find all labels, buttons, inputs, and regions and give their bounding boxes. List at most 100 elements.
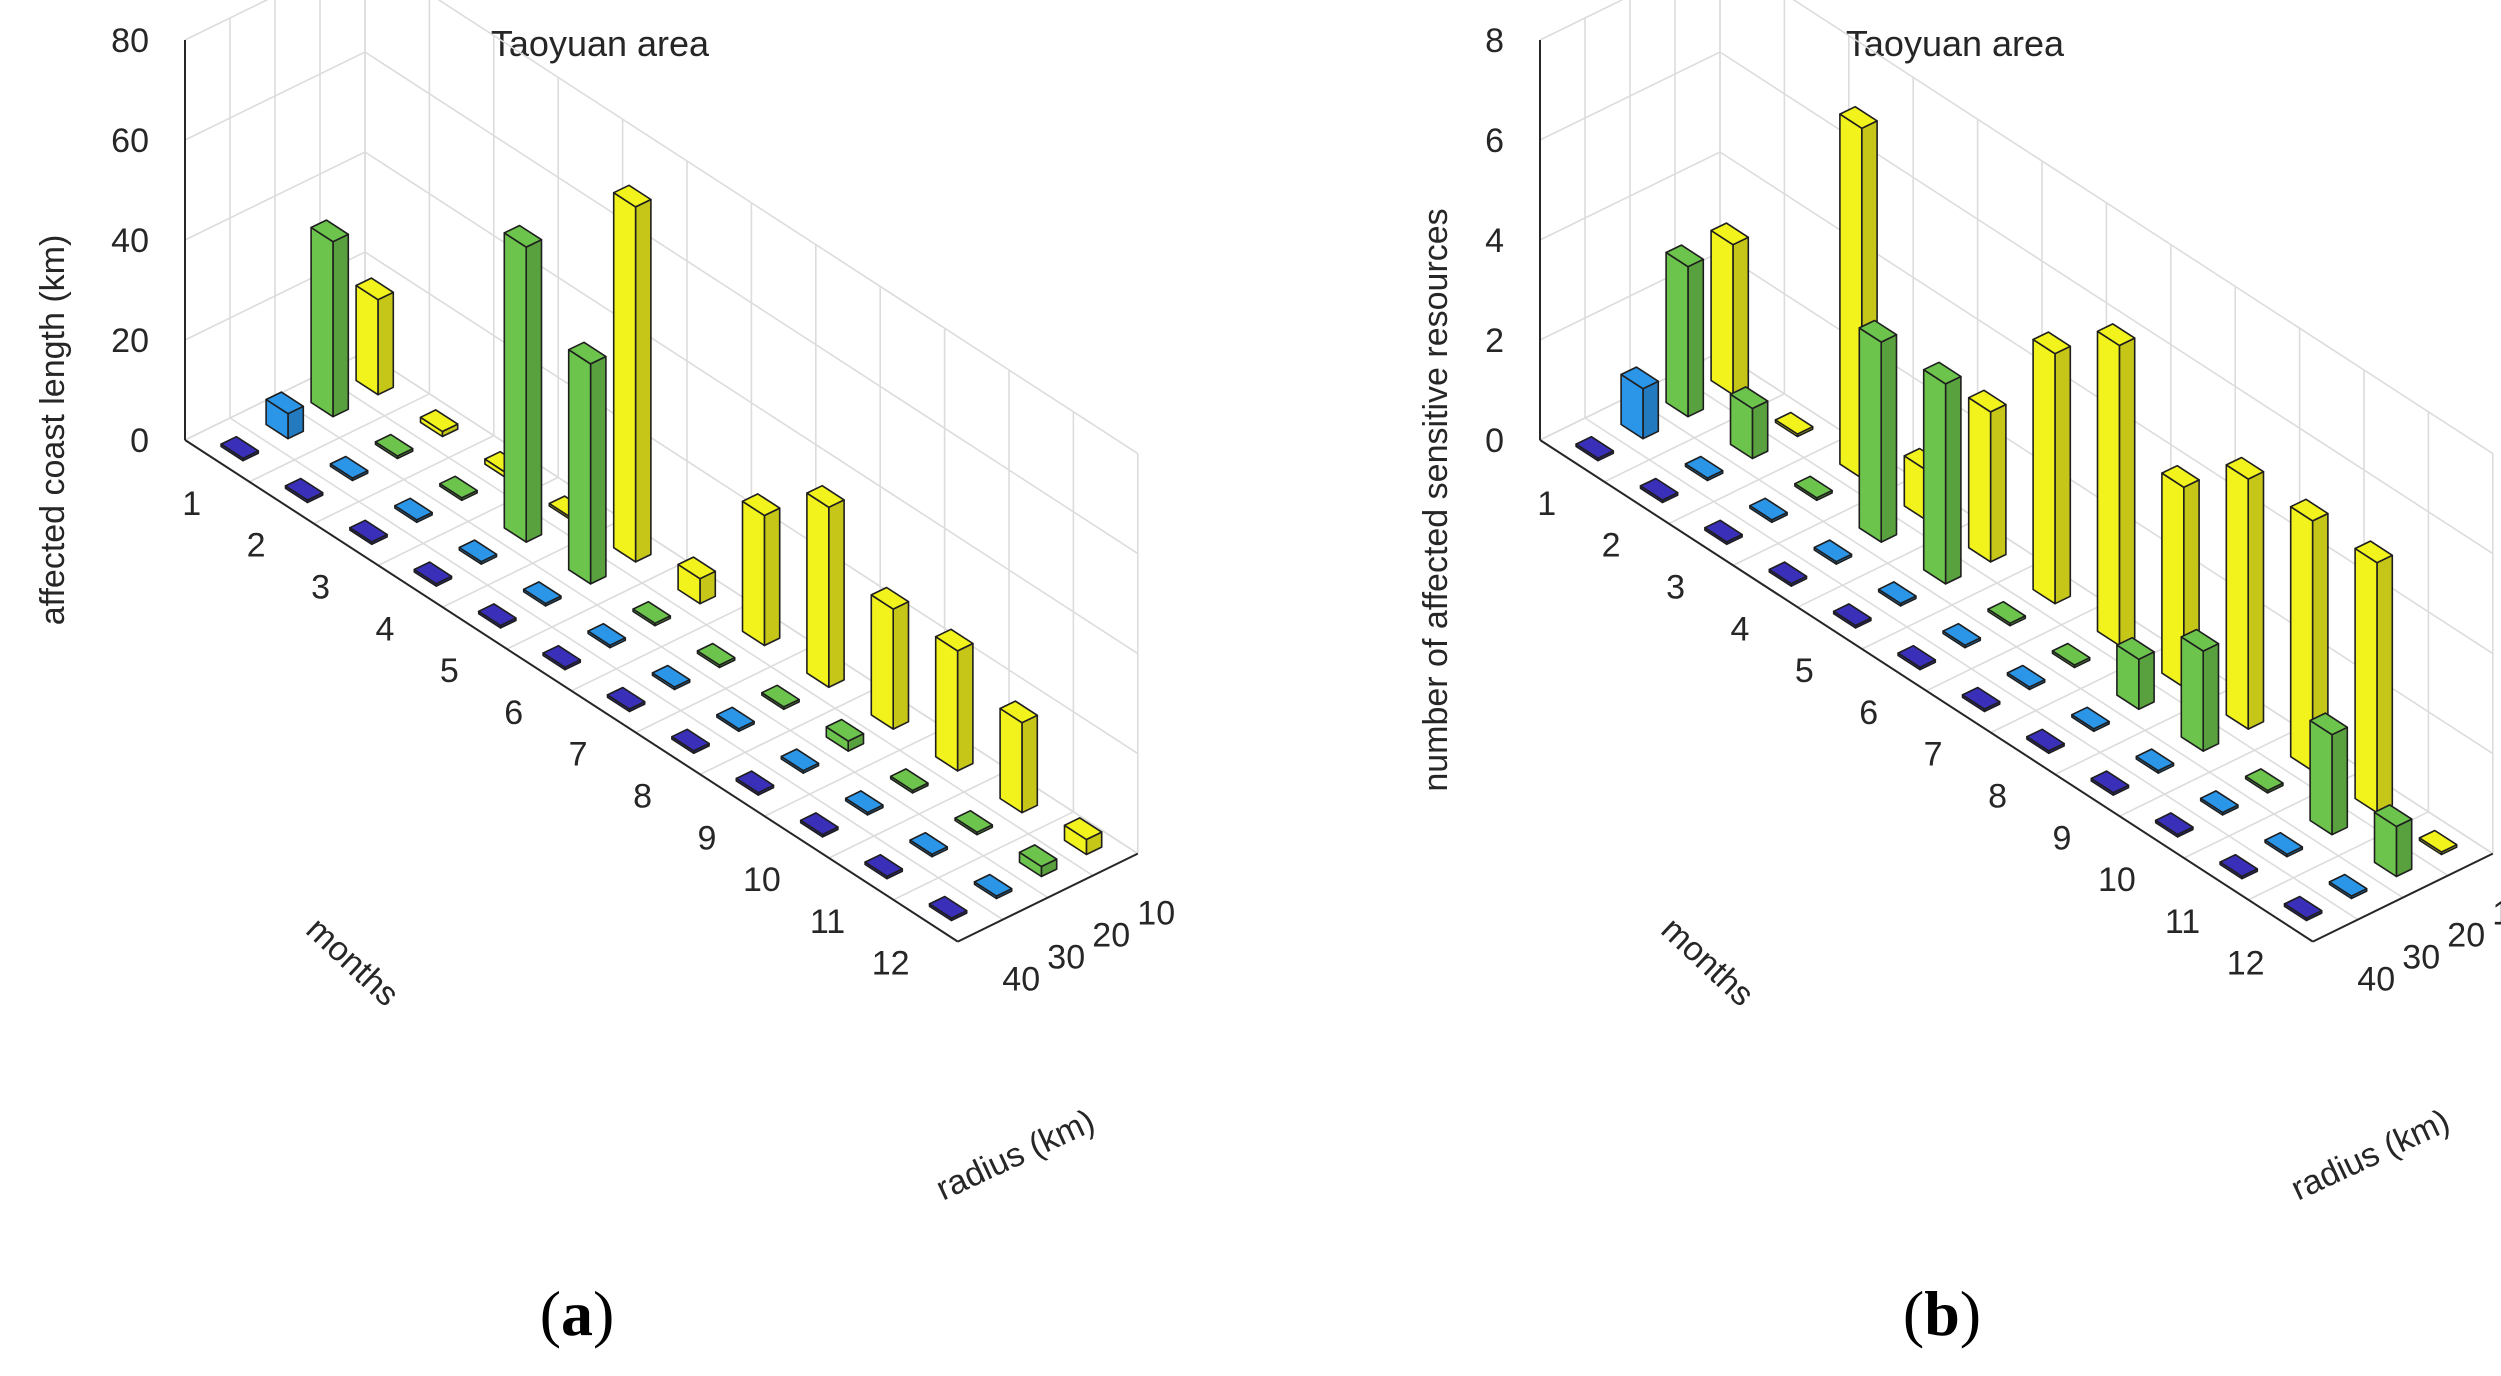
bar-face-top	[909, 831, 949, 856]
bar	[2135, 748, 2175, 774]
grid	[1539, 0, 2494, 943]
month-tick-label: 9	[2052, 819, 2071, 857]
bar-face-top	[1729, 386, 1769, 410]
bar-face-top	[954, 809, 994, 834]
month-tick-label: 12	[872, 945, 910, 983]
bar-face-top	[716, 706, 755, 730]
month-tick-label: 4	[1730, 610, 1749, 648]
bar-face-top	[310, 219, 350, 243]
bar-face-top	[606, 686, 646, 710]
bar-face-front	[2247, 470, 2265, 730]
months-axis-line	[184, 439, 959, 943]
month-tick-label: 4	[375, 610, 394, 648]
z-tick-label: 0	[130, 422, 149, 460]
month-tick-label: 11	[810, 903, 845, 941]
bar-face-top	[567, 341, 607, 365]
bar-face-front	[1989, 403, 2007, 563]
bar-face-top	[2096, 323, 2136, 347]
radius-tick-label: 30	[2402, 939, 2440, 977]
bar-face-top	[1575, 435, 1615, 460]
bar-face-top	[1922, 361, 1962, 385]
axes: 0246812345678910111240302010	[1485, 22, 2501, 999]
bar-face-top	[1813, 539, 1853, 563]
bar	[973, 873, 1013, 900]
bar-face-front	[1944, 375, 1962, 585]
bar	[477, 603, 517, 629]
bar	[1774, 411, 1814, 438]
bar-face-side	[567, 348, 592, 585]
bar-face-top	[761, 684, 800, 708]
bar-face-top	[696, 642, 736, 666]
bar-face-side	[1665, 251, 1689, 418]
bar	[355, 277, 395, 396]
bar	[632, 600, 672, 627]
bar	[522, 581, 562, 607]
bar	[928, 895, 968, 922]
bar-face-side	[741, 500, 766, 647]
bar-face-side	[870, 594, 895, 730]
bar-face-top	[2032, 331, 2072, 355]
bar	[1018, 844, 1058, 878]
bar	[1832, 603, 1872, 629]
bar-face-top	[2244, 768, 2284, 792]
radius-axis-label: radius (km)	[2285, 1102, 2455, 1208]
bar-face-top	[928, 895, 968, 919]
chart-panel-b: Taoyuan area number of affected sensitiv…	[1417, 0, 2501, 1349]
bar	[780, 748, 820, 774]
bar-face-top	[2026, 728, 2065, 752]
bar-face-side	[999, 707, 1023, 814]
bar	[606, 686, 646, 713]
bar	[1620, 366, 1660, 440]
radius-tick-label: 30	[1047, 939, 1085, 977]
bar-face-side	[612, 191, 637, 563]
z-tick-label: 80	[111, 22, 149, 60]
bar-face-top	[349, 519, 388, 543]
bar-face-top	[2116, 636, 2155, 661]
bar	[1877, 581, 1917, 607]
radius-axis-label: radius (km)	[930, 1102, 1100, 1208]
bar	[1813, 539, 1853, 565]
bar	[2219, 853, 2259, 880]
bar-face-front	[1642, 380, 1660, 440]
bar-face-side	[503, 232, 528, 543]
bar-face-front	[2054, 345, 2072, 605]
bar	[864, 853, 904, 880]
bar	[2354, 540, 2394, 814]
bar	[310, 219, 350, 418]
bar-face-top	[780, 748, 820, 772]
bar	[1063, 817, 1103, 856]
panel-label-b: (b)	[1903, 1278, 1981, 1349]
bar-face-front	[2138, 651, 2155, 711]
bar-face-top	[477, 603, 517, 627]
bar-face-top	[2373, 804, 2413, 828]
bar-face-top	[1897, 644, 1937, 669]
bar	[567, 341, 607, 585]
bar-face-top	[1620, 366, 1660, 390]
bar	[716, 706, 755, 733]
bar	[870, 586, 910, 730]
bar-face-top	[889, 768, 929, 792]
bar	[696, 642, 736, 669]
month-tick-label: 11	[2165, 903, 2200, 941]
bar	[587, 622, 627, 649]
bar-face-top	[503, 224, 543, 248]
bar-face-top	[394, 497, 433, 521]
bar	[458, 539, 498, 565]
bar-face-top	[973, 873, 1013, 897]
z-tick-label: 20	[111, 322, 149, 360]
bar	[735, 770, 775, 796]
bar	[1665, 244, 1705, 418]
bar-face-front	[827, 499, 845, 689]
bar-face-front	[1880, 333, 1898, 543]
bar-face-side	[1710, 229, 1734, 396]
chart-title: Taoyuan area	[491, 23, 710, 64]
bar	[1961, 686, 2001, 713]
bar-face-side	[2354, 547, 2378, 814]
bar-face-top	[2199, 790, 2239, 814]
radius-tick-label: 40	[2357, 961, 2395, 999]
radius-tick-label: 10	[2492, 895, 2501, 933]
bars	[1575, 105, 2458, 922]
month-tick-label: 7	[1924, 736, 1943, 774]
bar-face-top	[2225, 456, 2265, 480]
